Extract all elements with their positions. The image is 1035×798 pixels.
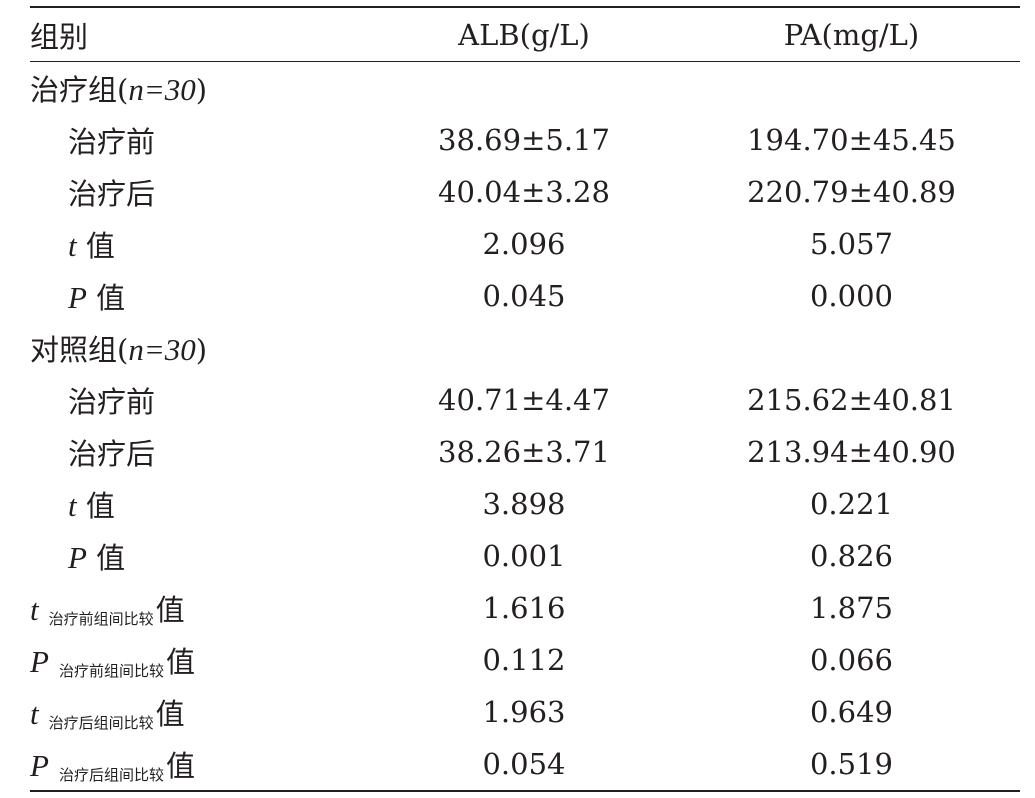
row-label: t 值 [30, 218, 365, 270]
cell-alb: 0.112 [482, 643, 566, 677]
stat-symbol: t [30, 696, 39, 731]
stat-label: 值 [85, 229, 115, 263]
group-label: 治疗组(n=30) [30, 72, 208, 107]
cell-alb: 0.054 [482, 747, 566, 781]
table-row: 治疗前 40.71±4.47 215.62±40.81 [30, 374, 1020, 426]
cell-pa: 0.649 [809, 695, 894, 729]
comparison-row: t 治疗后组间比较值 1.963 0.649 [30, 686, 1020, 738]
row-label: P 治疗前组间比较值 [30, 634, 365, 686]
cell-alb: 1.616 [482, 591, 566, 625]
stat-symbol: P [30, 748, 49, 783]
cell-pa: 213.94±40.90 [747, 435, 956, 469]
stat-label: 值 [85, 489, 115, 523]
cell-pa: 0.221 [809, 487, 894, 521]
table-header-rule [30, 61, 1020, 62]
group-row: 对照组(n=30) [30, 322, 1020, 374]
stat-subscript: 治疗前组间比较 [48, 610, 154, 628]
table-row: P 值 0.045 0.000 [30, 270, 1020, 322]
header-group: 组别 [30, 19, 89, 54]
stat-subscript: 治疗后组间比较 [58, 766, 164, 784]
row-label: P 治疗后组间比较值 [30, 738, 365, 790]
group-row: 治疗组(n=30) [30, 62, 1020, 114]
stat-symbol: P [30, 644, 49, 679]
cell-pa: 0.519 [809, 747, 894, 781]
cell-pa: 220.79±40.89 [747, 175, 956, 209]
stat-subscript: 治疗前组间比较 [58, 662, 164, 680]
group-name: 治疗组 [30, 73, 118, 107]
comparison-row: t 治疗前组间比较值 1.616 1.875 [30, 582, 1020, 634]
row-label: 治疗前 [68, 125, 156, 159]
stat-symbol: t [68, 228, 77, 263]
row-label: 治疗前 [68, 385, 156, 419]
cell-pa: 5.057 [809, 227, 894, 261]
row-label: P 值 [30, 270, 365, 322]
cell-alb: 0.001 [482, 539, 566, 573]
table: 组别 ALB(g/L) PA(mg/L) [30, 8, 1020, 61]
cell-pa: 0.000 [809, 279, 894, 313]
stat-label: 值 [96, 281, 126, 315]
cell-alb: 3.898 [482, 487, 566, 521]
comparison-row: P 治疗后组间比较值 0.054 0.519 [30, 738, 1020, 790]
row-label: 治疗后 [68, 177, 156, 211]
cell-pa: 194.70±45.45 [747, 123, 956, 157]
stat-symbol: P [68, 540, 87, 575]
table-bottom-rule [30, 790, 1020, 792]
group-n: n=30 [128, 72, 196, 107]
cell-alb: 38.26±3.71 [438, 435, 610, 469]
table-row: 治疗后 38.26±3.71 213.94±40.90 [30, 426, 1020, 478]
stat-label: 值 [96, 541, 126, 575]
stat-label: 值 [165, 645, 195, 679]
header-row: 组别 ALB(g/L) PA(mg/L) [30, 8, 1020, 61]
cell-alb: 1.963 [482, 695, 566, 729]
group-label: 对照组(n=30) [30, 332, 208, 367]
cell-pa: 215.62±40.81 [747, 383, 956, 417]
cell-alb: 40.71±4.47 [438, 383, 610, 417]
header-alb: ALB(g/L) [458, 17, 590, 52]
cell-alb: 0.045 [482, 279, 566, 313]
stat-symbol: P [68, 280, 87, 315]
table-row: t 值 2.096 5.057 [30, 218, 1020, 270]
stat-symbol: t [68, 488, 77, 523]
cell-pa: 0.066 [809, 643, 894, 677]
table-row: 治疗前 38.69±5.17 194.70±45.45 [30, 114, 1020, 166]
cell-alb: 40.04±3.28 [438, 175, 610, 209]
table-row: P 值 0.001 0.826 [30, 530, 1020, 582]
data-table: 组别 ALB(g/L) PA(mg/L) 治疗组(n=30) 治疗前 38.69… [30, 6, 1020, 792]
table-row: 治疗后 40.04±3.28 220.79±40.89 [30, 166, 1020, 218]
stat-label: 值 [165, 749, 195, 783]
header-pa: PA(mg/L) [783, 17, 920, 52]
stat-symbol: t [30, 592, 39, 627]
cell-alb: 38.69±5.17 [438, 123, 610, 157]
row-label: P 值 [30, 530, 365, 582]
row-label: 治疗后 [68, 437, 156, 471]
comparison-row: P 治疗前组间比较值 0.112 0.066 [30, 634, 1020, 686]
table-row: t 值 3.898 0.221 [30, 478, 1020, 530]
table-top-rule [30, 6, 1020, 8]
group-name: 对照组 [30, 333, 118, 367]
row-label: t 值 [30, 478, 365, 530]
cell-pa: 0.826 [809, 539, 894, 573]
cell-alb: 2.096 [482, 227, 566, 261]
group-n: n=30 [128, 332, 196, 367]
row-label: t 治疗后组间比较值 [30, 686, 365, 738]
stat-label: 值 [155, 697, 185, 731]
cell-pa: 1.875 [809, 591, 894, 625]
stat-subscript: 治疗后组间比较 [48, 714, 154, 732]
stat-label: 值 [155, 593, 185, 627]
table-body: 治疗组(n=30) 治疗前 38.69±5.17 194.70±45.45 治疗… [30, 62, 1020, 790]
row-label: t 治疗前组间比较值 [30, 582, 365, 634]
